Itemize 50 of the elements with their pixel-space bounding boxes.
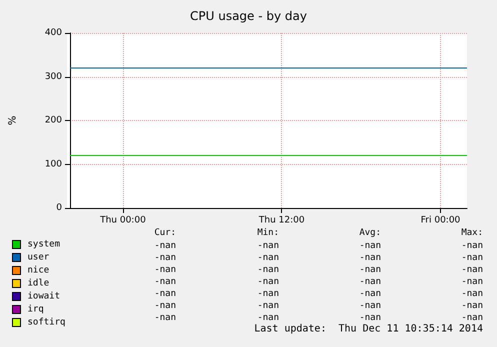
text: Min: bbox=[257, 228, 279, 238]
x-tick-label: Thu 00:00 bbox=[99, 216, 146, 226]
text: -nan bbox=[257, 289, 279, 299]
text: -nan bbox=[359, 241, 381, 251]
text: -nan bbox=[359, 289, 381, 299]
text: -nan bbox=[154, 265, 176, 275]
text: -nan bbox=[461, 265, 483, 275]
text: -nan bbox=[461, 253, 483, 263]
chart-title: CPU usage - by day bbox=[190, 9, 307, 23]
legend-label: iowait bbox=[28, 292, 60, 302]
legend-label: user bbox=[28, 252, 50, 262]
text: -nan bbox=[461, 313, 483, 323]
text: -nan bbox=[257, 313, 279, 323]
text: Last update: Thu Dec 11 10:35:14 2014 bbox=[254, 324, 483, 334]
text: -nan bbox=[257, 301, 279, 311]
text: Avg: bbox=[359, 228, 381, 238]
y-tick-label: 200 bbox=[44, 116, 62, 126]
text: -nan bbox=[154, 241, 176, 251]
legend-label: system bbox=[28, 240, 60, 250]
text: Max: bbox=[461, 228, 483, 238]
text: -nan bbox=[257, 265, 279, 275]
text: -nan bbox=[359, 313, 381, 323]
x-tick-label: Fri 00:00 bbox=[420, 216, 461, 226]
text: -nan bbox=[154, 277, 176, 287]
text: -nan bbox=[359, 265, 381, 275]
text: -nan bbox=[359, 301, 381, 311]
y-tick-label: 300 bbox=[44, 72, 62, 82]
text: -nan bbox=[461, 301, 483, 311]
text: -nan bbox=[359, 253, 381, 263]
x-tick-label: Thu 12:00 bbox=[258, 216, 305, 226]
text: -nan bbox=[257, 253, 279, 263]
y-tick-label: 100 bbox=[44, 159, 62, 170]
legend-label: softirq bbox=[28, 318, 66, 328]
text: -nan bbox=[154, 289, 176, 299]
text: Cur: bbox=[154, 228, 176, 238]
legend-label: nice bbox=[28, 266, 50, 276]
legend-label: idle bbox=[28, 278, 50, 288]
text: -nan bbox=[257, 277, 279, 287]
text: -nan bbox=[461, 241, 483, 251]
text: -nan bbox=[257, 241, 279, 251]
y-axis-title: % bbox=[8, 116, 18, 126]
text: -nan bbox=[154, 313, 176, 323]
text: -nan bbox=[461, 277, 483, 287]
text: -nan bbox=[461, 289, 483, 299]
y-tick-label: 0 bbox=[56, 203, 62, 213]
text: -nan bbox=[154, 301, 176, 311]
text: -nan bbox=[154, 253, 176, 263]
y-tick-label: 400 bbox=[44, 28, 62, 38]
text: -nan bbox=[359, 277, 381, 287]
legend-label: irq bbox=[28, 304, 44, 314]
